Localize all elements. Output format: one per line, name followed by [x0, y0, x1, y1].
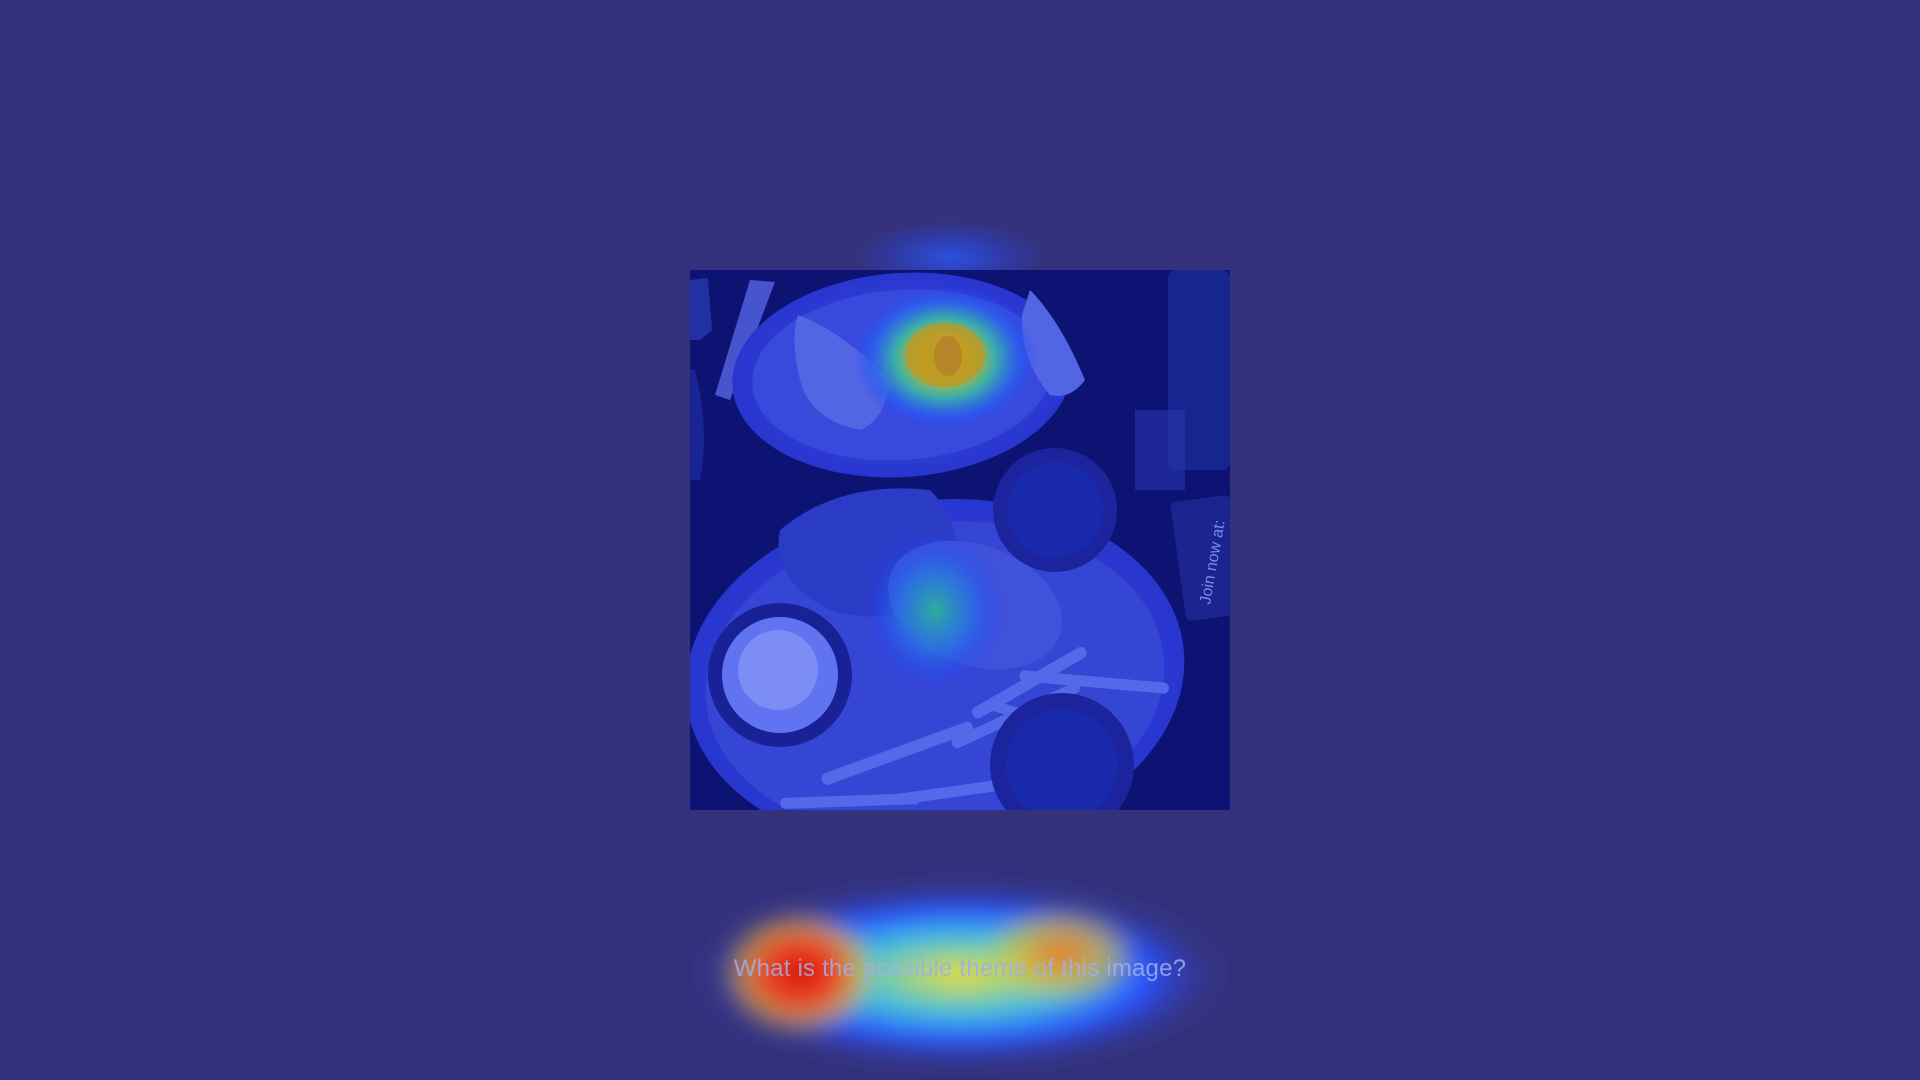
table-sign: Join now at: — [1170, 495, 1230, 621]
food-photo: Join now at: — [690, 270, 1230, 810]
bottom-plate — [690, 448, 1185, 810]
question-text: What is the possible theme of this image… — [733, 955, 1187, 982]
glass — [1135, 270, 1230, 490]
cutlery — [690, 278, 775, 480]
top-plate — [732, 272, 1085, 478]
